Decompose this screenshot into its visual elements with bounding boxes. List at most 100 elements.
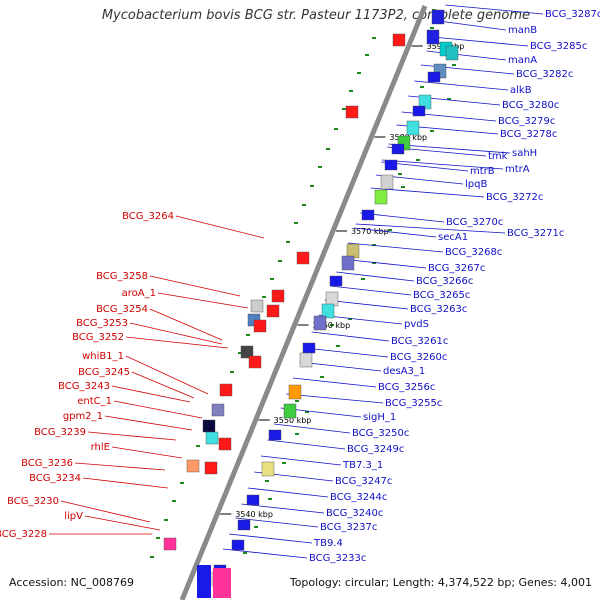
label-connector-reverse [445, 4, 544, 15]
gene-feature-reverse [412, 105, 426, 117]
label-connector-reverse [286, 393, 384, 404]
gene-label-reverse[interactable]: BCG_3270c [446, 217, 503, 228]
gene-label-reverse[interactable]: BCG_3279c [498, 116, 555, 127]
gene-feature-reverse [391, 143, 405, 155]
label-connector-reverse [330, 285, 412, 296]
gene-label-forward[interactable]: BCG_3239 [34, 427, 86, 438]
gene-feature-forward [202, 419, 216, 433]
gene-label-reverse[interactable]: BCG_3287c [545, 9, 600, 20]
gene-feature-forward [240, 345, 254, 359]
gene-feature-reverse [268, 429, 282, 441]
gc-dot [348, 318, 352, 320]
gene-label-forward[interactable]: whiB1_1 [82, 351, 124, 362]
gene-label-reverse[interactable]: BCG_3266c [416, 276, 473, 287]
label-connector-forward [104, 415, 193, 431]
gene-feature-reverse [374, 189, 388, 205]
gc-dot [270, 278, 274, 280]
label-connector-reverse [305, 347, 389, 358]
label-connector-reverse [438, 20, 507, 31]
gene-label-forward[interactable]: BCG_3258 [96, 271, 148, 282]
gene-label-reverse[interactable]: BCG_3249c [347, 444, 404, 455]
accession-label: Accession: NC_008769 [9, 576, 135, 589]
gene-label-forward[interactable]: BCG_3236 [21, 458, 73, 469]
gene-label-reverse[interactable]: BCG_3240c [326, 508, 383, 519]
gene-label-reverse[interactable]: TB9.4 [313, 538, 343, 549]
gene-feature-forward [345, 105, 359, 119]
gene-feature-forward [205, 431, 219, 445]
label-connector-reverse [426, 50, 507, 61]
gene-label-forward[interactable]: BCG_3234 [29, 473, 81, 484]
gene-label-forward[interactable]: rhlE [91, 442, 110, 453]
gene-label-reverse[interactable]: BCG_3255c [385, 398, 442, 409]
gene-label-forward[interactable]: gpm2_1 [63, 411, 103, 422]
gc-dot [430, 130, 434, 132]
label-connector-reverse [241, 503, 325, 514]
gene-label-forward[interactable]: aroA_1 [122, 288, 156, 299]
gene-label-forward[interactable]: lipV [64, 511, 83, 522]
gene-label-reverse[interactable]: BCG_3267c [428, 263, 485, 274]
gene-label-reverse[interactable]: pvdS [404, 319, 429, 330]
gene-label-reverse[interactable]: lpqB [465, 179, 487, 190]
gene-label-reverse[interactable]: BCG_3256c [378, 382, 435, 393]
gene-label-reverse[interactable]: BCG_3237c [320, 522, 377, 533]
label-connector-forward [131, 371, 195, 399]
gene-label-reverse[interactable]: secA1 [438, 232, 468, 243]
gene-feature-reverse [261, 461, 275, 477]
gene-label-reverse[interactable]: tmk [488, 151, 508, 162]
gene-label-forward[interactable]: BCG_3228 [0, 529, 47, 540]
label-connector-reverse [267, 439, 346, 450]
gene-label-forward[interactable]: BCG_3264 [122, 211, 174, 222]
gene-label-reverse[interactable]: BCG_3271c [507, 228, 564, 239]
genome-backbone [179, 5, 428, 600]
gene-label-reverse[interactable]: BCG_3250c [352, 428, 409, 439]
gene-label-reverse[interactable]: mtrA [505, 164, 530, 175]
label-connector-reverse [354, 227, 437, 238]
gc-dot [447, 98, 451, 100]
gene-feature-reverse [384, 159, 398, 171]
gene-label-forward[interactable]: BCG_3254 [96, 304, 148, 315]
gene-label-forward[interactable]: BCG_3230 [7, 496, 59, 507]
gene-label-reverse[interactable]: sahH [512, 148, 537, 159]
gene-feature-reverse [283, 403, 297, 419]
gene-label-reverse[interactable]: BCG_3272c [486, 192, 543, 203]
gene-label-reverse[interactable]: BCG_3233c [309, 553, 366, 564]
gene-feature-reverse [341, 255, 355, 271]
gc-dot [336, 345, 340, 347]
gene-label-reverse[interactable]: BCG_3278c [500, 129, 557, 140]
gene-label-forward[interactable]: BCG_3243 [58, 381, 110, 392]
gene-feature-forward [253, 319, 267, 333]
gene-label-forward[interactable]: BCG_3245 [78, 367, 130, 378]
gene-label-forward[interactable]: BCG_3253 [76, 318, 128, 329]
gene-label-reverse[interactable]: BCG_3261c [391, 336, 448, 347]
gene-label-reverse[interactable]: BCG_3285c [530, 41, 587, 52]
gene-label-reverse[interactable]: mtrB [470, 166, 495, 177]
gc-dot [310, 185, 314, 187]
gene-label-forward[interactable]: entC_1 [77, 396, 112, 407]
gene-label-reverse[interactable]: BCG_3265c [413, 290, 470, 301]
scale-tick-label: 3540 kbp [235, 510, 273, 519]
gc-dot [295, 400, 299, 402]
label-connector-forward [125, 355, 209, 395]
gene-label-reverse[interactable]: BCG_3282c [516, 69, 573, 80]
gene-feature-forward [248, 355, 262, 369]
gene-label-reverse[interactable]: BCG_3244c [330, 492, 387, 503]
gene-label-reverse[interactable]: sigH_1 [363, 412, 396, 423]
gene-feature-forward [204, 461, 218, 475]
gene-label-reverse[interactable]: desA3_1 [383, 366, 425, 377]
gene-label-reverse[interactable]: manB [508, 25, 537, 36]
gene-label-reverse[interactable]: BCG_3260c [390, 352, 447, 363]
gene-label-reverse[interactable]: manA [508, 55, 537, 66]
gene-label-reverse[interactable]: BCG_3280c [502, 100, 559, 111]
gene-label-reverse[interactable]: TB7.3_1 [342, 460, 383, 471]
gene-label-reverse[interactable]: BCG_3268c [445, 247, 502, 258]
label-connector-forward [157, 292, 249, 309]
gene-label-reverse[interactable]: BCG_3247c [335, 476, 392, 487]
gc-dot [372, 244, 376, 246]
gene-label-forward[interactable]: BCG_3252 [72, 332, 124, 343]
gene-label-reverse[interactable]: alkB [510, 85, 532, 96]
gc-dot [294, 222, 298, 224]
label-connector-forward [125, 336, 229, 349]
gene-label-reverse[interactable]: BCG_3263c [410, 304, 467, 315]
gene-feature-reverse [246, 494, 260, 506]
gc-dot [156, 537, 160, 539]
